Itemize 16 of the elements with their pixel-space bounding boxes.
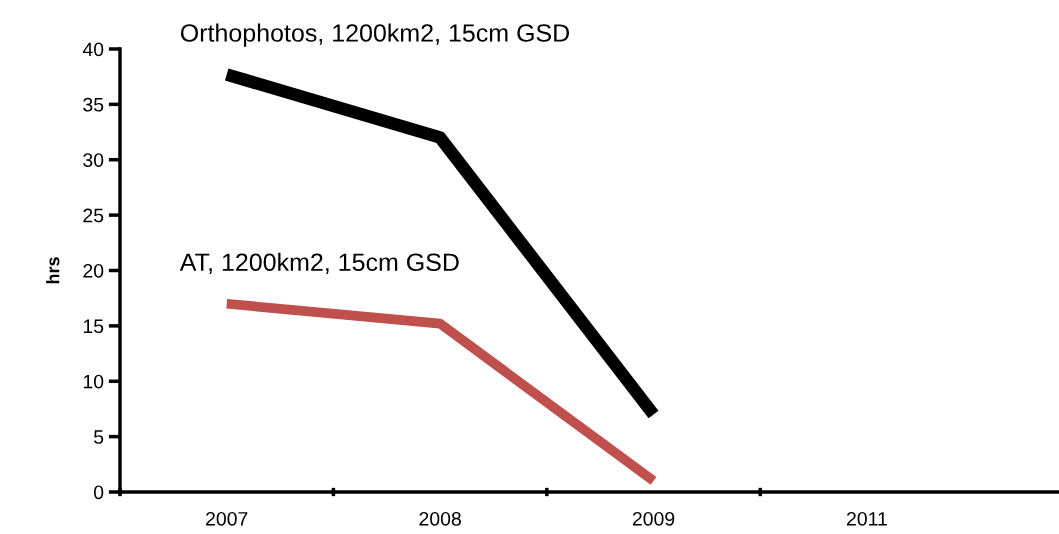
y-tick-label: 10 bbox=[83, 374, 104, 389]
y-axis-title: hrs bbox=[46, 257, 60, 284]
y-tick-label: 30 bbox=[83, 153, 104, 167]
x-tick-label: 2009 bbox=[632, 511, 675, 526]
x-tick-label: 2007 bbox=[206, 511, 248, 526]
text: Orthophotos, 1200km2, 15cm GSD bbox=[180, 23, 570, 47]
series-label: AT, 1200km2, 15cm GSD bbox=[179, 252, 459, 275]
x-tick-label: 2008 bbox=[419, 511, 461, 526]
y-tick-label: 15 bbox=[83, 319, 104, 334]
x-tick-label: 2011 bbox=[847, 511, 887, 526]
y-tick-label: 20 bbox=[83, 263, 104, 278]
y-tick-label: 25 bbox=[83, 208, 104, 223]
y-tick-label: 5 bbox=[93, 430, 104, 444]
y-tick-label: 40 bbox=[82, 42, 104, 57]
y-tick-label: 35 bbox=[83, 97, 104, 112]
y-tick-label: 0 bbox=[93, 485, 104, 500]
